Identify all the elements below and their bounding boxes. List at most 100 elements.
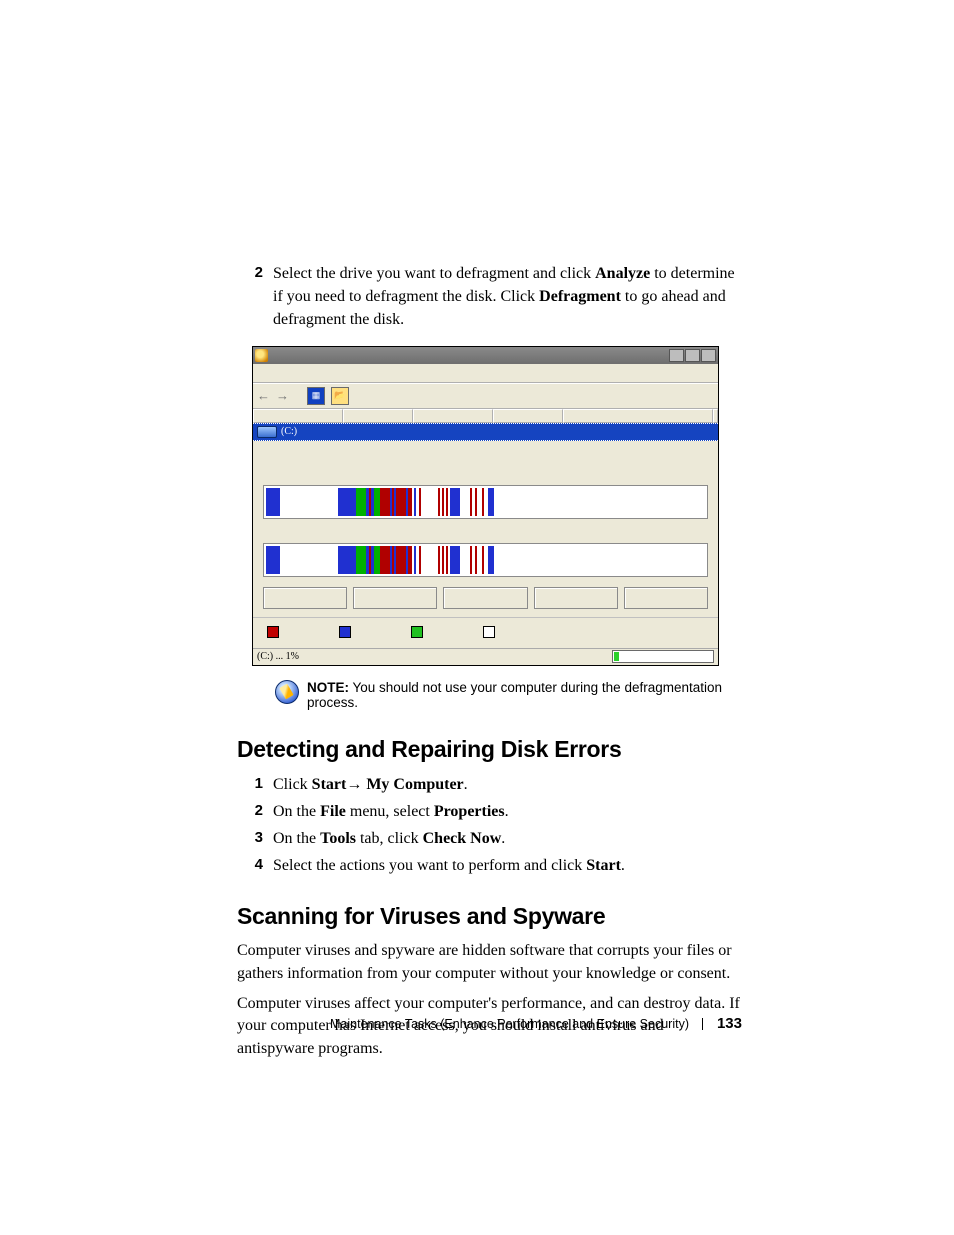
fragment-segment <box>446 488 448 516</box>
fragment-segment <box>488 488 494 516</box>
fragment-segment <box>408 488 412 516</box>
step-number: 2 <box>237 262 273 332</box>
step-body: Select the actions you want to perform a… <box>273 854 625 877</box>
step-number: 2 <box>237 800 273 823</box>
fragment-segment <box>338 546 356 574</box>
defrag-icon <box>255 349 268 362</box>
note-body: You should not use your computer during … <box>307 680 722 710</box>
fragment-segment <box>438 488 440 516</box>
step-row: 1Click Start→ My Computer. <box>237 773 742 796</box>
fragment-segment <box>470 546 472 574</box>
fragment-segment <box>442 546 444 574</box>
legend-swatch <box>267 626 279 638</box>
footer-title: Maintenance Tasks (Enhance Performance a… <box>330 1017 689 1031</box>
fragment-segment <box>450 488 460 516</box>
step-number: 4 <box>237 854 273 877</box>
action-buttons <box>253 583 718 617</box>
column-headers <box>253 409 718 423</box>
step-body: On the Tools tab, click Check Now. <box>273 827 505 850</box>
column-header[interactable] <box>253 409 343 423</box>
close-button[interactable] <box>701 349 716 362</box>
fragment-segment <box>408 546 412 574</box>
footer: Maintenance Tasks (Enhance Performance a… <box>237 1015 742 1032</box>
fragment-segment <box>396 488 406 516</box>
back-icon[interactable]: ← <box>257 389 270 402</box>
step-text: Select the drive you want to defragment … <box>273 265 595 282</box>
fragment-segment <box>470 488 472 516</box>
drive-row[interactable]: (C:) <box>253 423 718 441</box>
stop-button[interactable] <box>534 587 618 609</box>
view-report-button[interactable] <box>624 587 708 609</box>
fragment-segment <box>450 546 460 574</box>
column-header <box>713 409 718 423</box>
legend <box>253 617 718 648</box>
fragment-segment <box>380 546 390 574</box>
step-bold: Analyze <box>595 265 650 282</box>
fragment-segment <box>482 546 484 574</box>
step-body: Click Start→ My Computer. <box>273 773 468 796</box>
fragment-segment <box>266 488 280 516</box>
fragment-segment <box>396 546 406 574</box>
toolbar-button-1[interactable]: ▦ <box>307 387 325 405</box>
column-header[interactable] <box>563 409 713 423</box>
menubar <box>253 364 718 383</box>
step-body: On the File menu, select Properties. <box>273 800 509 823</box>
note-icon <box>275 680 299 704</box>
defrag-window: ← → ▦ 📂 (C:) <box>252 346 719 666</box>
toolbar-button-2[interactable]: 📂 <box>331 387 349 405</box>
drive-list-blank <box>253 441 718 479</box>
note: NOTE: You should not use your computer d… <box>275 680 742 710</box>
column-header[interactable] <box>493 409 563 423</box>
legend-swatch <box>483 626 495 638</box>
drive-label: (C:) <box>281 426 297 437</box>
fragment-segment <box>482 488 484 516</box>
fragment-segment <box>446 546 448 574</box>
step-body: Select the drive you want to defragment … <box>273 262 742 332</box>
step-row: 3On the Tools tab, click Check Now. <box>237 827 742 850</box>
fragment-segment <box>414 488 416 516</box>
progress-bar <box>612 650 714 663</box>
fragmentation-band-before <box>263 485 708 519</box>
paragraph: Computer viruses and spyware are hidden … <box>237 940 742 985</box>
step-row: 4Select the actions you want to perform … <box>237 854 742 877</box>
content: 2 Select the drive you want to defragmen… <box>237 262 742 1068</box>
column-header[interactable] <box>343 409 413 423</box>
status-bar: (C:) ... 1% <box>253 648 718 665</box>
minimize-button[interactable] <box>669 349 684 362</box>
forward-icon[interactable]: → <box>276 389 289 402</box>
toolbar: ← → ▦ 📂 <box>253 383 718 409</box>
fragment-segment <box>488 546 494 574</box>
defragment-button[interactable] <box>353 587 437 609</box>
maximize-button[interactable] <box>685 349 700 362</box>
step-row: 2On the File menu, select Properties. <box>237 800 742 823</box>
step-bold: Defragment <box>539 288 621 305</box>
fragment-segment <box>356 546 366 574</box>
heading-detecting: Detecting and Repairing Disk Errors <box>237 736 742 763</box>
analyze-button[interactable] <box>263 587 347 609</box>
footer-separator <box>702 1018 703 1030</box>
fragment-segment <box>442 488 444 516</box>
column-header[interactable] <box>413 409 493 423</box>
fragmentation-band-after <box>263 543 708 577</box>
heading-scanning: Scanning for Viruses and Spyware <box>237 903 742 930</box>
note-label: NOTE: <box>307 680 349 695</box>
page-number: 133 <box>717 1015 742 1032</box>
drive-icon <box>257 426 277 438</box>
status-text: (C:) ... 1% <box>257 651 299 662</box>
fragment-segment <box>380 488 390 516</box>
fragment-segment <box>419 488 421 516</box>
pause-button[interactable] <box>443 587 527 609</box>
fragment-segment <box>475 488 477 516</box>
fragment-segment <box>356 488 366 516</box>
page: 2 Select the drive you want to defragmen… <box>0 0 954 1235</box>
legend-swatch <box>339 626 351 638</box>
fragment-segment <box>419 546 421 574</box>
fragment-segment <box>266 546 280 574</box>
window-buttons <box>669 349 716 362</box>
note-text: NOTE: You should not use your computer d… <box>307 680 742 710</box>
fragment-segment <box>414 546 416 574</box>
fragment-segment <box>438 546 440 574</box>
window-titlebar <box>253 347 718 364</box>
legend-swatch <box>411 626 423 638</box>
disk-error-steps: 1Click Start→ My Computer. 2On the File m… <box>237 773 742 878</box>
